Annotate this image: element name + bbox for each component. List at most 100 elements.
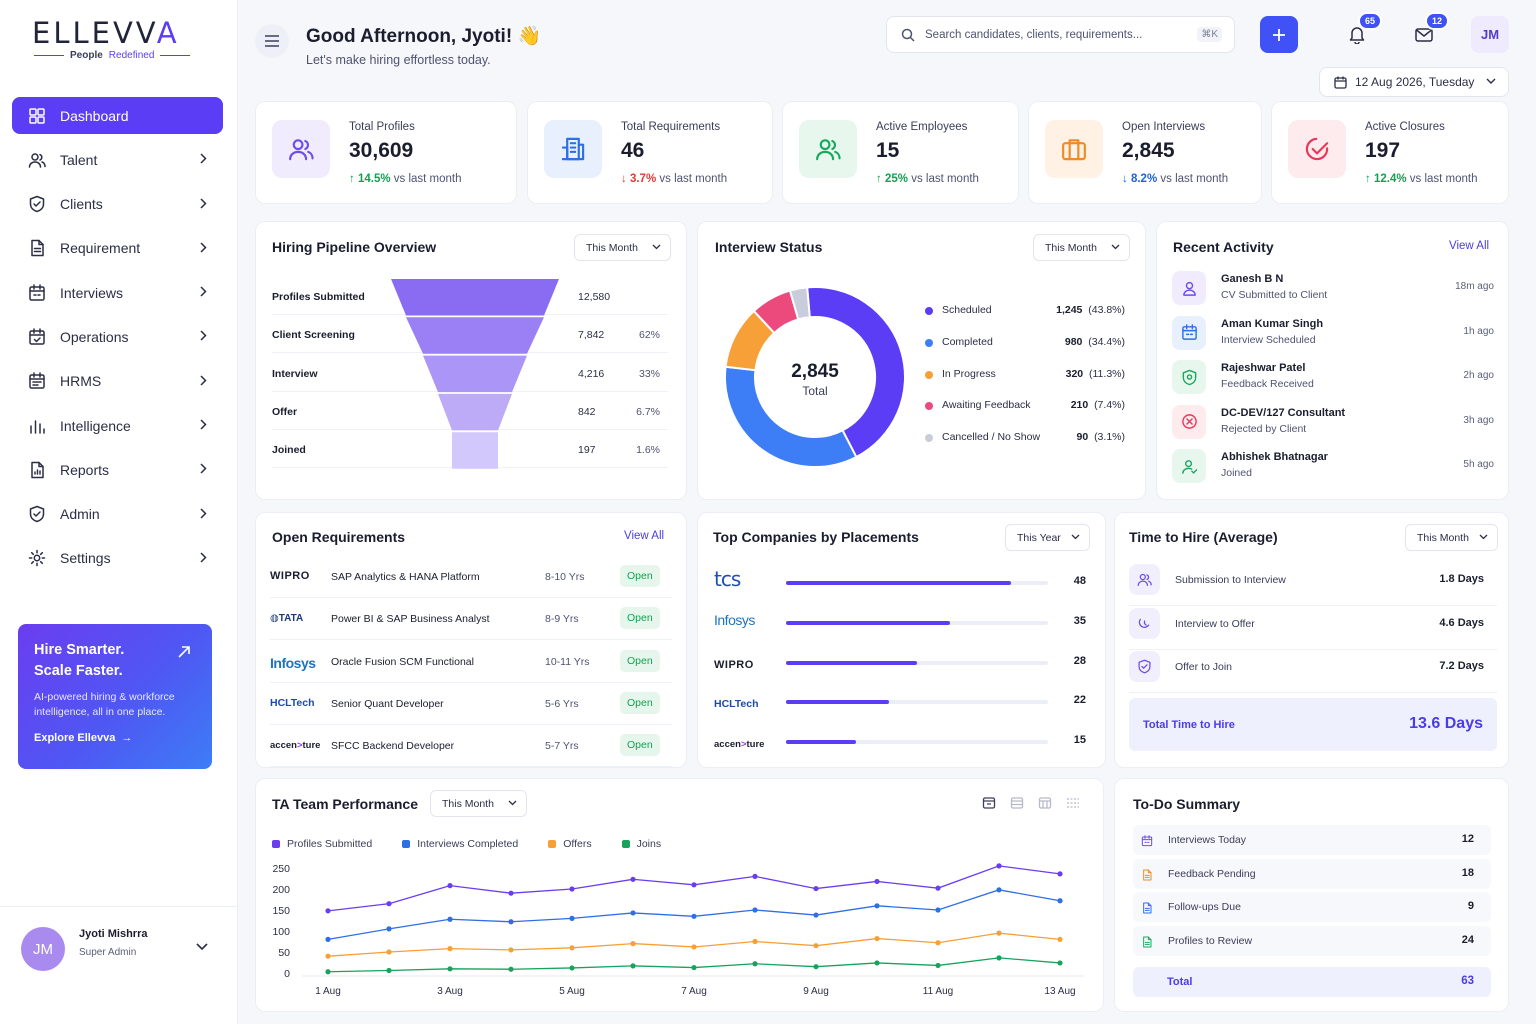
activity-item[interactable]: DC-DEV/127 Consultant Rejected by Client… xyxy=(1172,403,1494,447)
funnel-segment[interactable] xyxy=(423,355,527,393)
series-point[interactable] xyxy=(874,960,880,966)
stat-card-total-profiles[interactable]: Total Profiles 30,609 ↑ 14.5% vs last mo… xyxy=(255,101,517,204)
company-row[interactable]: accentureaccen>ture 15 xyxy=(714,732,1086,772)
sidebar-item-talent[interactable]: Talent xyxy=(12,141,223,178)
messages-button[interactable]: 12 xyxy=(1405,12,1449,53)
placement-bar[interactable] xyxy=(786,660,917,665)
arrow-up-right-icon[interactable] xyxy=(176,644,192,660)
series-point[interactable] xyxy=(1057,898,1063,904)
companies-filter-select[interactable]: This Year xyxy=(1005,524,1090,551)
donut-slice-scheduled[interactable] xyxy=(806,286,906,459)
placement-bar[interactable] xyxy=(786,740,857,745)
activity-view-all-link[interactable]: View All xyxy=(1449,240,1490,252)
series-point[interactable] xyxy=(447,966,453,972)
series-point[interactable] xyxy=(874,935,880,942)
legend-item[interactable]: Interviews Completed xyxy=(402,838,518,850)
series-point[interactable] xyxy=(813,943,819,949)
requirement-row[interactable]: TATA◍TATA Power BI & SAP Business Analys… xyxy=(270,598,672,641)
series-point[interactable] xyxy=(447,946,453,952)
series-point[interactable] xyxy=(996,887,1002,893)
search-input[interactable]: Search candidates, clients, requirements… xyxy=(925,28,1143,41)
series-point[interactable] xyxy=(325,936,331,942)
stat-card-active-employees[interactable]: Active Employees 15 ↑ 25% vs last month xyxy=(782,101,1019,204)
series-point[interactable] xyxy=(508,947,514,953)
series-point[interactable] xyxy=(1057,960,1063,966)
series-point[interactable] xyxy=(996,930,1002,936)
series-point[interactable] xyxy=(691,964,697,971)
funnel-segment[interactable] xyxy=(406,317,544,354)
activity-item[interactable]: Rajeshwar Patel Feedback Received 2h ago xyxy=(1172,358,1494,402)
series-point[interactable] xyxy=(935,962,941,969)
sidebar-item-settings[interactable]: Settings xyxy=(12,540,223,577)
date-picker[interactable]: 12 Aug 2026, Tuesday xyxy=(1319,67,1509,97)
sidebar-item-operations[interactable]: Operations xyxy=(12,318,223,355)
legend-item[interactable]: Profiles Submitted xyxy=(272,838,372,850)
requirement-row[interactable]: WIPROWIPRO SAP Analytics & HANA Platform… xyxy=(270,556,672,598)
company-row[interactable]: WIPROWIPRO 28 xyxy=(714,653,1086,693)
company-row[interactable]: HCLTechHCLTech 22 xyxy=(714,692,1086,732)
series-point[interactable] xyxy=(1057,936,1063,942)
series-point[interactable] xyxy=(996,863,1002,869)
grid-view-icon[interactable] xyxy=(1010,796,1024,810)
activity-item[interactable]: Abhishek Bhatnagar Joined 5h ago xyxy=(1172,447,1494,491)
header-avatar[interactable]: JM xyxy=(1471,16,1509,53)
series-point[interactable] xyxy=(935,940,941,946)
add-button[interactable] xyxy=(1260,16,1298,53)
placement-bar[interactable] xyxy=(786,700,889,705)
list-view-icon[interactable] xyxy=(1066,796,1080,810)
series-point[interactable] xyxy=(386,926,392,932)
series-point[interactable] xyxy=(1057,871,1063,877)
company-row[interactable]: InfosysInfosys 35 xyxy=(714,612,1086,653)
series-point[interactable] xyxy=(447,916,453,922)
pipeline-filter-select[interactable]: This Month xyxy=(574,234,671,261)
tth-filter-select[interactable]: This Month xyxy=(1405,524,1498,551)
series-point[interactable] xyxy=(874,903,880,909)
series-point[interactable] xyxy=(691,882,697,888)
placement-bar[interactable] xyxy=(786,620,950,625)
notifications-button[interactable]: 65 xyxy=(1338,12,1382,53)
interview-filter-select[interactable]: This Month xyxy=(1033,234,1130,261)
series-point[interactable] xyxy=(813,964,819,970)
requirement-row[interactable]: accentureaccen>ture SFCC Backend Develop… xyxy=(270,725,672,768)
series-point[interactable] xyxy=(691,913,697,919)
series-point[interactable] xyxy=(813,885,819,892)
requirement-row[interactable]: HCLTechHCLTech Senior Quant Developer 5-… xyxy=(270,683,672,725)
placement-bar[interactable] xyxy=(786,581,1011,585)
sidebar-item-reports[interactable]: Reports xyxy=(12,451,223,488)
user-profile[interactable]: JM Jyoti Mishrra Super Admin xyxy=(0,906,238,1024)
series-point[interactable] xyxy=(447,883,453,889)
sidebar-item-hrms[interactable]: HRMS xyxy=(12,363,223,400)
company-row[interactable]: tcstcs 48 xyxy=(714,567,1086,613)
series-point[interactable] xyxy=(325,953,331,959)
series-point[interactable] xyxy=(508,919,514,925)
menu-toggle-button[interactable] xyxy=(255,24,289,58)
funnel-segment[interactable] xyxy=(391,279,559,316)
brand-logo[interactable]: ELLEVVA People Redefined xyxy=(32,16,202,61)
series-line-profiles-submitted[interactable] xyxy=(327,865,1061,912)
table-view-icon[interactable] xyxy=(1038,796,1052,810)
series-point[interactable] xyxy=(569,965,575,971)
series-point[interactable] xyxy=(386,901,392,907)
series-point[interactable] xyxy=(325,908,331,914)
todo-item[interactable]: Follow-ups Due 9 xyxy=(1133,892,1491,923)
todo-item[interactable]: Profiles to Review 24 xyxy=(1133,926,1491,957)
chevron-down-icon[interactable] xyxy=(196,943,208,951)
activity-item[interactable]: Ganesh B N CV Submitted to Client 18m ag… xyxy=(1172,269,1494,313)
calendar-view-icon[interactable] xyxy=(982,796,996,810)
series-point[interactable] xyxy=(630,963,636,969)
sidebar-item-clients[interactable]: Clients xyxy=(12,186,223,223)
series-point[interactable] xyxy=(996,955,1002,961)
series-point[interactable] xyxy=(630,876,636,882)
funnel-segment[interactable] xyxy=(438,393,512,431)
sidebar-item-intelligence[interactable]: Intelligence xyxy=(12,407,223,444)
series-point[interactable] xyxy=(752,907,758,913)
series-point[interactable] xyxy=(935,907,941,913)
series-point[interactable] xyxy=(752,873,758,879)
series-point[interactable] xyxy=(325,969,331,975)
series-point[interactable] xyxy=(874,878,880,885)
legend-item[interactable]: Joins xyxy=(621,838,661,850)
sidebar-item-interviews[interactable]: Interviews xyxy=(12,274,223,311)
sidebar-item-dashboard[interactable]: Dashboard xyxy=(12,97,223,134)
stat-card-active-closures[interactable]: Active Closures 197 ↑ 12.4% vs last mont… xyxy=(1271,101,1509,204)
requirements-view-all-link[interactable]: View All xyxy=(624,530,665,542)
